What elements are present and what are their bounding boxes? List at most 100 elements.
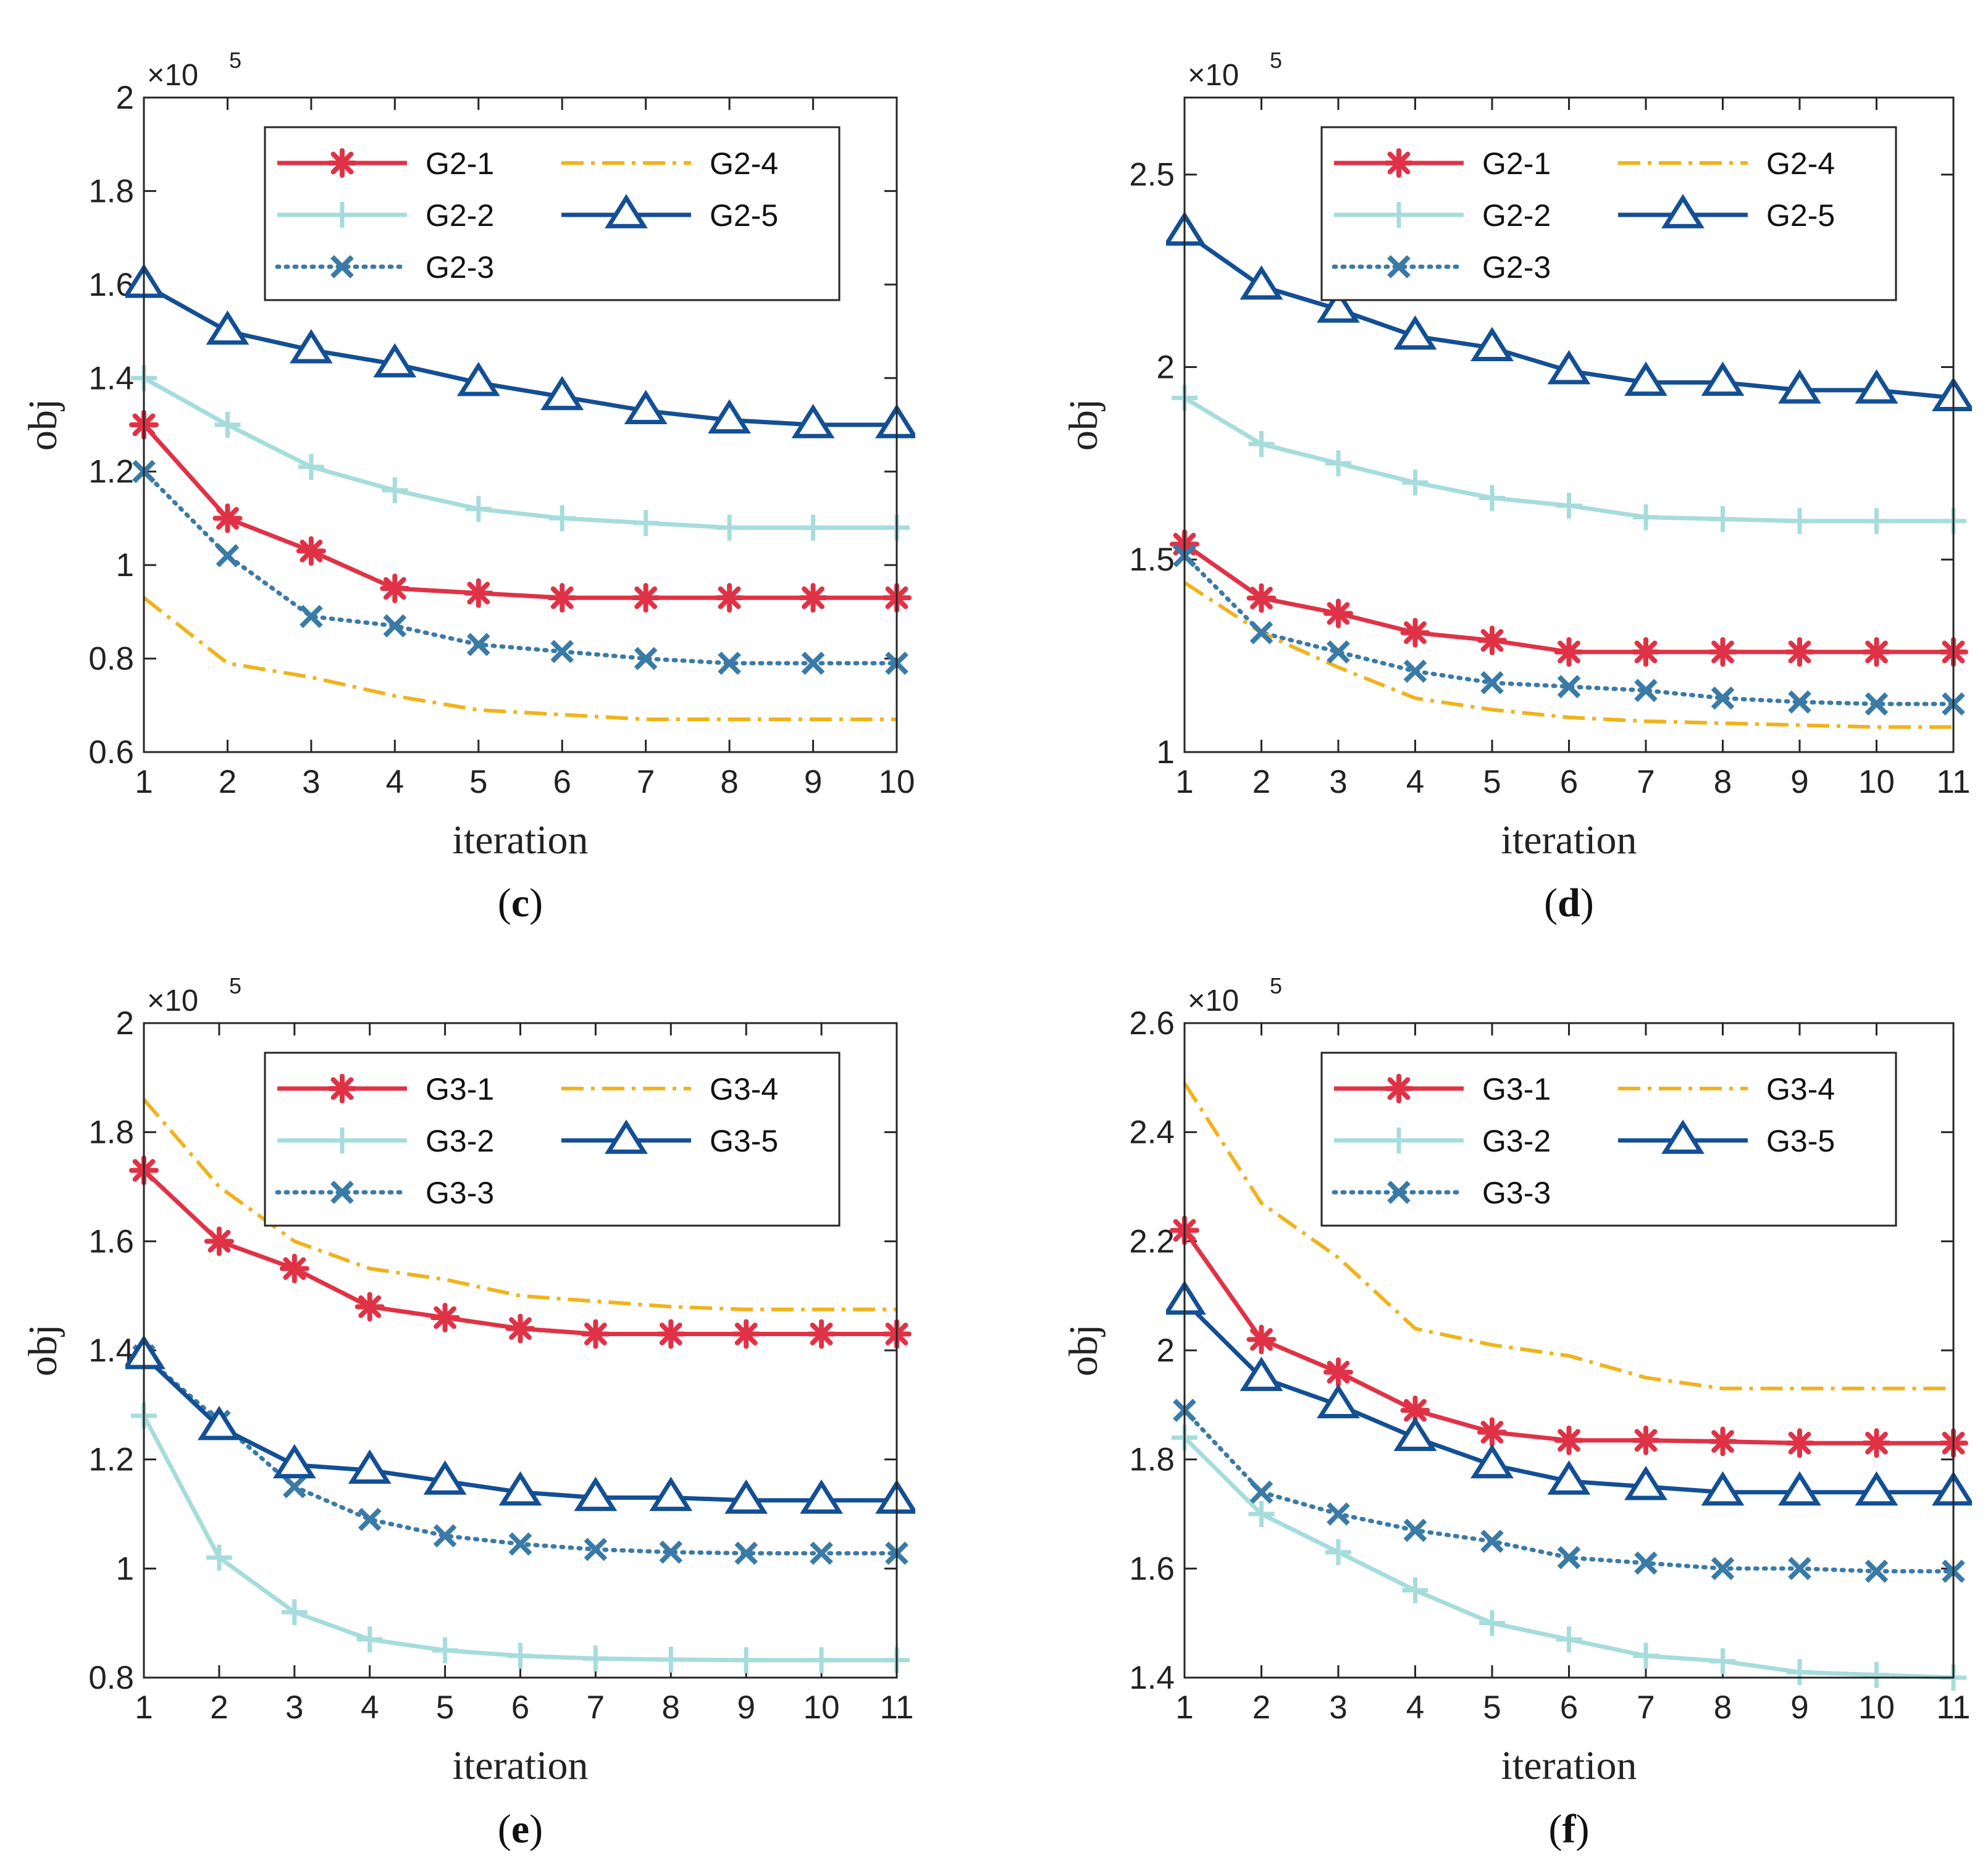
data-point [1787,1659,1813,1686]
data-point [731,1319,761,1349]
data-point [296,536,326,566]
y-tick-label: 1.5 [1129,542,1175,578]
y-tick-label: 2.4 [1129,1115,1175,1151]
chart-panel-c: 1 2 3 4 5 6 7 8 9 100.60.811.21.41.61.82×10 5itera… [20,48,915,926]
data-point [272,1444,316,1479]
x-tick-label: 8 [1714,764,1732,800]
data-point [1403,659,1427,683]
data-point [1556,1626,1582,1653]
data-point [1708,1426,1738,1457]
data-point [808,1647,835,1673]
data-point-stroke-b [1557,675,1581,698]
data-point [1863,1662,1890,1688]
y-tick-label: 2 [116,80,134,116]
legend-marker [1386,1127,1412,1153]
data-point-stroke-d2 [1788,640,1811,664]
data-point-stroke-b [358,1508,382,1531]
y-tick-label: 1.8 [1129,1442,1175,1478]
legend-marker-stroke-b [330,255,354,278]
y-tick-label: 2 [116,1005,134,1042]
data-point-stroke-b [801,651,825,675]
legend-entry-g2-5: G2-5 [561,194,778,233]
data-point [1470,327,1514,361]
x-tick-label: 6 [1560,1689,1578,1726]
data-point [800,1479,844,1514]
y-tick-label: 2.6 [1129,1005,1175,1042]
y-multiplier-exponent: 5 [229,48,241,73]
data-point [1788,690,1811,714]
data-point-stroke-b [1480,671,1504,695]
data-point [216,544,240,567]
y-tick-label: 1.6 [88,1223,134,1260]
chart-panel-e: 1 2 3 4 5 6 7 8 9 10 110.811.21.41.61.82×10 5iterat… [20,973,915,1852]
axes-frame [1183,96,1955,753]
x-tick-label: 6 [511,1689,529,1726]
data-point [1785,637,1814,667]
y-tick-label: 2.5 [1129,157,1175,193]
data-point [1477,625,1507,656]
legend-label: G2-4 [1766,146,1835,181]
legend-label: G2-5 [710,198,778,233]
data-point [348,1449,392,1484]
x-tick-label: 10 [1858,1689,1895,1726]
x-tick-label: 1 [1175,764,1193,800]
data-point [382,477,408,503]
data-point [1631,637,1661,667]
data-point [716,514,743,541]
data-point [1317,288,1360,323]
legend-label: G2-5 [1766,198,1835,233]
data-point-stroke-d2 [358,1295,382,1318]
series-markers-g3-5 [125,1334,915,1514]
legend-marker [1384,148,1414,178]
x-tick-label: 8 [720,764,738,800]
x-tick-label: 5 [1483,764,1501,800]
data-point [1787,508,1813,534]
data-point-stroke-d2 [208,1229,231,1253]
legend-entry-g3-1: G3-1 [1334,1072,1551,1106]
data-point-stroke-d2 [1250,1328,1273,1351]
data-point [1778,369,1821,404]
legend-label: G3-2 [426,1124,494,1158]
data-point-stroke-b [433,1524,457,1548]
legend-marker-stroke-d2 [1387,1077,1411,1100]
data-point [214,412,241,438]
panel-caption: (d) [1544,880,1594,926]
legend-label: G3-3 [1482,1176,1551,1210]
data-point [1708,637,1738,667]
data-point [658,1646,684,1673]
x-tick-label: 8 [662,1689,680,1726]
data-point [1402,1577,1428,1604]
x-tick-label: 4 [1406,1689,1424,1726]
legend-box [264,1052,841,1227]
data-point [1634,1551,1658,1575]
data-point [649,1476,693,1512]
legend-label: G2-3 [1482,250,1551,285]
data-point [465,496,492,522]
legend-marker [327,1074,357,1103]
data-point-stroke-d2 [584,1323,607,1345]
y-axis-title: obj [1061,1324,1106,1376]
y-multiplier-label: ×10 [1188,984,1239,1018]
legend-marker [329,202,355,228]
data-point [581,1319,611,1349]
x-tick-label: 1 [135,764,153,800]
data-point [1239,1357,1283,1391]
data-point-stroke-d2 [1404,1399,1427,1422]
data-point [206,1544,232,1571]
data-point [1480,671,1504,695]
legend-marker [330,1181,354,1204]
y-tick-label: 2 [1157,349,1175,385]
data-point [1633,1642,1659,1669]
legend-marker-stroke-d2 [1387,151,1411,175]
x-tick-label: 11 [1936,764,1970,800]
data-point-stroke-d2 [718,586,741,609]
data-point [550,640,574,664]
data-point [1323,1357,1353,1387]
legend-label: G2-1 [1482,146,1551,181]
data-point [204,1226,234,1257]
legend-marker [330,255,354,278]
data-point-stroke-d2 [1558,1429,1580,1452]
data-point [358,1508,382,1531]
data-point [356,1626,383,1653]
data-point-stroke-b [659,1541,683,1564]
